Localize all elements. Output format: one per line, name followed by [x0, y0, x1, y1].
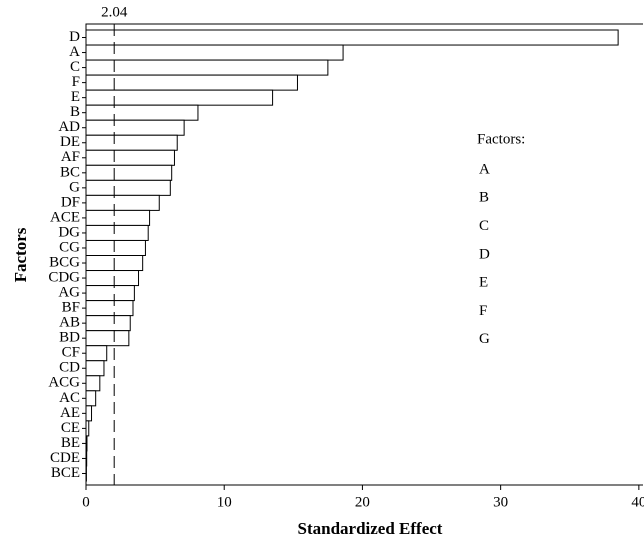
y-tick-label: CDG: [48, 269, 80, 285]
y-axis-title: Factors: [11, 227, 30, 282]
y-tick-label: G: [69, 179, 80, 195]
bar: [85, 239, 146, 256]
y-tick-label: BE: [61, 435, 80, 451]
y-tick-label: BD: [59, 330, 80, 346]
x-tick-label: 0: [82, 494, 90, 510]
bar: [85, 74, 298, 91]
y-tick-label: CE: [61, 420, 80, 436]
bar: [85, 149, 175, 166]
y-tick-label: DE: [60, 134, 80, 150]
y-tick-label: AG: [58, 285, 80, 301]
bar: [85, 345, 108, 362]
y-tick-label: CG: [59, 239, 80, 255]
x-tick-label: 10: [217, 494, 232, 510]
y-tick-label: BF: [62, 300, 80, 316]
y-tick-label: A: [69, 44, 80, 60]
legend-item: F: [479, 303, 487, 319]
bar: [85, 315, 131, 332]
y-tick-label: ACG: [48, 375, 80, 391]
legend-title: Factors:: [477, 131, 525, 147]
reference-label: 2.04: [101, 4, 128, 20]
y-tick-label: E: [71, 89, 80, 105]
legend-item: E: [479, 275, 488, 291]
x-tick-label: 30: [493, 494, 508, 510]
bar: [85, 29, 619, 46]
bar: [85, 59, 329, 76]
bar: [85, 270, 140, 287]
bar: [85, 179, 171, 196]
y-tick-label: AF: [61, 149, 80, 165]
bar: [85, 420, 90, 437]
bar: [85, 134, 178, 151]
bar: [85, 450, 88, 467]
bar: [85, 390, 97, 407]
y-tick-label: C: [70, 59, 80, 75]
bar: [85, 104, 199, 121]
bar: [85, 285, 135, 302]
bar: [85, 435, 88, 452]
y-tick-label: D: [69, 29, 80, 45]
x-tick-label: 40: [631, 494, 644, 510]
bar: [85, 360, 105, 377]
y-tick-label: BCE: [51, 465, 80, 481]
bar: [85, 164, 173, 181]
bar: [85, 330, 130, 347]
y-tick-label: CDE: [50, 450, 80, 466]
y-tick-label: AD: [58, 119, 80, 135]
x-axis-title: Standardized Effect: [298, 519, 443, 538]
legend-item: C: [479, 218, 489, 234]
legend-item: D: [479, 246, 490, 262]
bar: [85, 224, 149, 241]
y-tick-label: BC: [60, 164, 80, 180]
y-tick-label: AC: [59, 390, 80, 406]
bar: [85, 44, 344, 61]
bar: [85, 405, 93, 422]
y-tick-label: CF: [62, 345, 80, 361]
y-tick-label: AE: [60, 405, 80, 421]
legend-item: B: [479, 190, 489, 206]
bar: [85, 194, 160, 211]
bar: [85, 119, 185, 136]
y-tick-label: BCG: [49, 254, 80, 270]
x-tick-label: 20: [355, 494, 370, 510]
y-tick-label: F: [72, 74, 80, 90]
legend-item: G: [479, 331, 490, 347]
bar: [85, 209, 151, 226]
y-tick-label: CD: [59, 360, 80, 376]
bar: [85, 300, 134, 317]
y-tick-label: DF: [61, 194, 80, 210]
bar: [85, 375, 101, 392]
y-tick-label: AB: [59, 315, 80, 331]
y-tick-label: ACE: [50, 209, 80, 225]
y-tick-label: B: [70, 104, 80, 120]
legend-item: A: [479, 161, 490, 177]
y-tick-label: DG: [58, 224, 80, 240]
